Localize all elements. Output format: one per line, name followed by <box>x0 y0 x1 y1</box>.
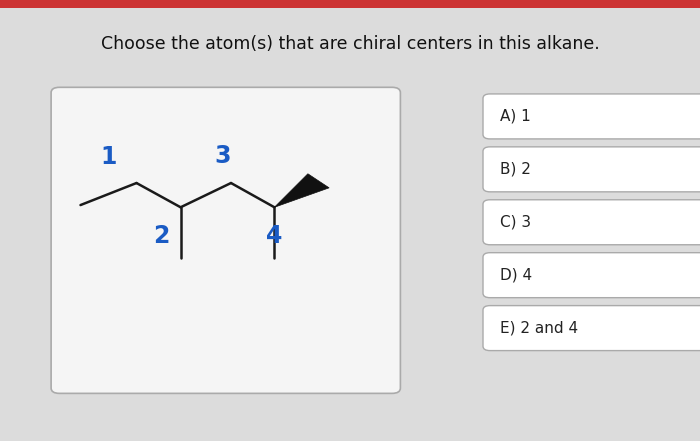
Text: E) 2 and 4: E) 2 and 4 <box>500 321 579 336</box>
Text: 4: 4 <box>266 224 283 248</box>
Text: B) 2: B) 2 <box>500 162 531 177</box>
Text: 1: 1 <box>100 145 117 168</box>
FancyBboxPatch shape <box>483 253 700 298</box>
Polygon shape <box>274 174 329 207</box>
FancyBboxPatch shape <box>483 94 700 139</box>
Text: Choose the atom(s) that are chiral centers in this alkane.: Choose the atom(s) that are chiral cente… <box>101 35 599 53</box>
FancyBboxPatch shape <box>483 306 700 351</box>
FancyBboxPatch shape <box>51 87 400 393</box>
Text: 3: 3 <box>214 144 231 168</box>
Text: A) 1: A) 1 <box>500 109 531 124</box>
FancyBboxPatch shape <box>483 147 700 192</box>
Text: C) 3: C) 3 <box>500 215 531 230</box>
Text: 2: 2 <box>153 224 169 248</box>
FancyBboxPatch shape <box>483 200 700 245</box>
FancyBboxPatch shape <box>0 0 700 8</box>
Text: D) 4: D) 4 <box>500 268 533 283</box>
